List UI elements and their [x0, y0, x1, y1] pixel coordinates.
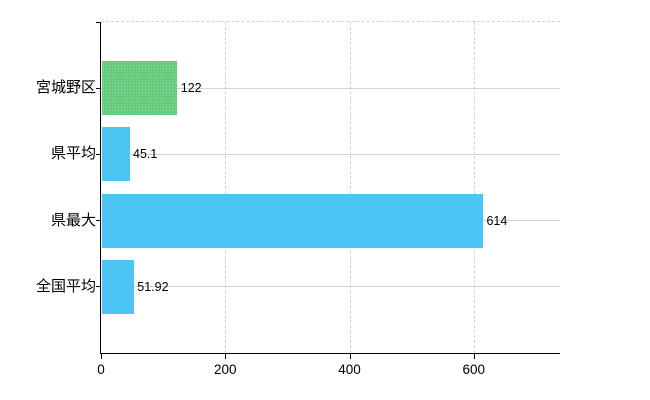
- bar-value-label: 122: [180, 81, 202, 96]
- category-label: 宮城野区: [35, 79, 96, 97]
- x-axis-tick: [225, 353, 227, 359]
- x-axis-tick-label: 0: [97, 362, 105, 377]
- category-label: 県最大: [50, 211, 96, 229]
- x-axis-tick: [349, 353, 351, 359]
- vertical-gridline: [225, 22, 227, 353]
- bar-全国平均[interactable]: [101, 259, 134, 314]
- horizontal-gridline: [101, 87, 560, 89]
- plot-top-gridline: [101, 21, 560, 22]
- x-axis-tick-label: 600: [462, 362, 486, 377]
- x-axis-tick: [473, 353, 475, 359]
- y-axis-tick: [95, 87, 101, 89]
- bar-県平均[interactable]: [101, 127, 130, 182]
- y-axis-tick: [95, 220, 101, 222]
- horizontal-gridline: [101, 286, 560, 288]
- y-axis-line: [100, 22, 101, 354]
- horizontal-gridline: [101, 153, 560, 155]
- bar-県最大[interactable]: [101, 193, 483, 248]
- bar-value-label: 45.1: [133, 147, 158, 162]
- vertical-gridline: [473, 22, 475, 353]
- y-axis-top-tick: [95, 21, 101, 23]
- category-label: 全国平均: [35, 277, 96, 295]
- x-axis-tick-label: 200: [213, 362, 237, 377]
- vertical-gridline: [349, 22, 351, 353]
- bar-value-label: 51.92: [137, 279, 169, 294]
- x-axis-tick: [101, 353, 102, 359]
- y-axis-tick: [95, 153, 101, 155]
- y-axis-tick: [95, 286, 101, 288]
- x-axis-tick-label: 400: [338, 362, 361, 377]
- x-axis-line: [100, 353, 560, 354]
- bar-宮城野区[interactable]: [101, 61, 178, 116]
- bar-value-label: 614: [486, 213, 508, 228]
- category-label: 県平均: [50, 145, 96, 163]
